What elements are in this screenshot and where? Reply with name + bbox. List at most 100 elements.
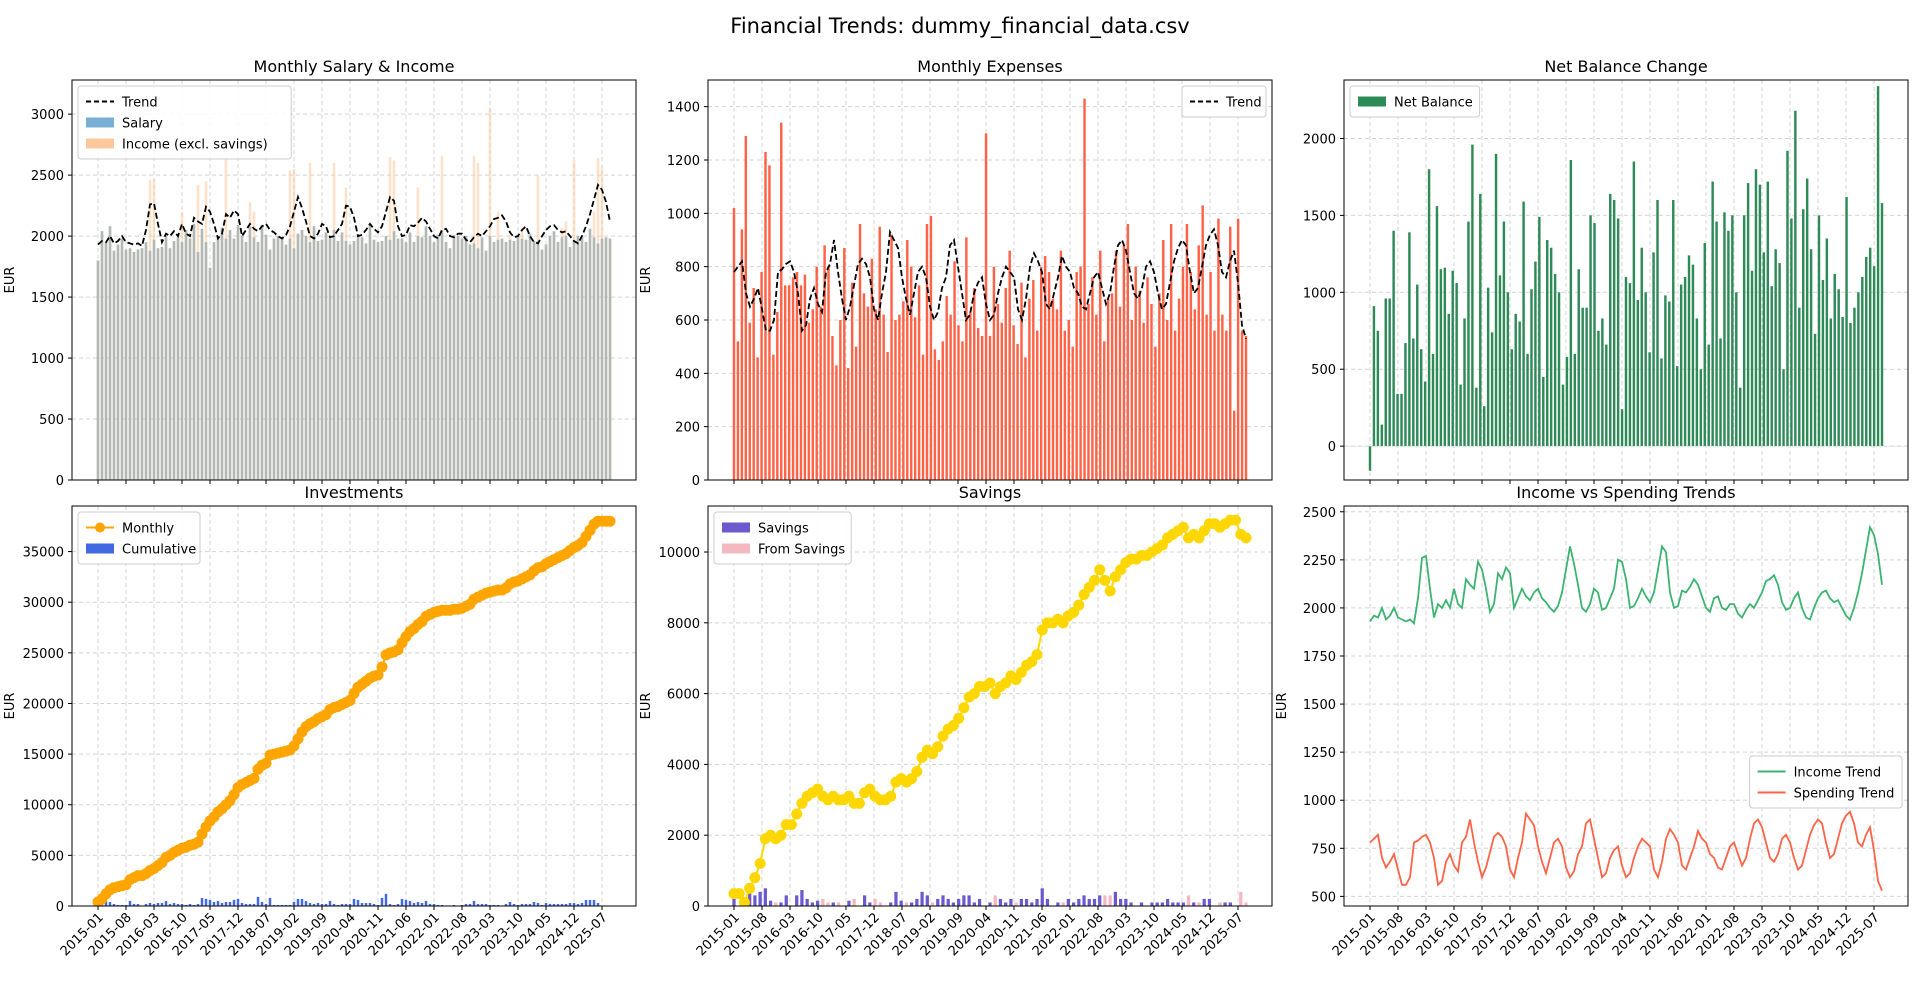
bar [1039,266,1043,480]
bar [811,309,814,480]
bar [400,898,404,906]
chart-title: Savings [959,483,1022,502]
bar [484,250,488,480]
bar [268,249,272,480]
bar [1557,292,1561,447]
bar [368,223,372,480]
bar [1108,895,1112,906]
bar [941,341,944,480]
bar [280,237,284,480]
plot-area [728,514,1252,906]
bar [172,240,176,480]
legend: Income Trend Spending Trend [1749,755,1903,809]
bar [556,903,560,906]
bar [1861,276,1864,447]
bar [1809,249,1813,447]
y-tick-label: 4000 [667,758,700,773]
bar [1573,353,1577,447]
bar [1486,287,1490,447]
bar [532,240,536,480]
bar [1656,200,1659,447]
bar [805,898,809,906]
bar [1691,264,1695,447]
y-tick-label: 200 [675,421,700,436]
bar [116,904,120,906]
bar [204,898,208,906]
line-point [1177,521,1189,533]
bar [784,895,788,906]
y-tick-label: 500 [1311,363,1336,378]
bar [1118,306,1122,480]
bar [276,236,280,480]
bar [280,904,284,906]
bar [1228,902,1232,906]
bar [1723,212,1726,447]
bar [969,312,972,480]
line-point [1088,574,1100,586]
bar [584,242,588,480]
legend-box [1349,85,1481,118]
bar [580,237,584,480]
y-tick-label: 3000 [31,108,64,123]
bar [344,903,348,906]
y-tick-label: 750 [1311,842,1336,857]
bar [1154,346,1157,480]
bar [870,258,874,480]
bar [508,236,512,480]
bar [977,898,982,906]
bar [1549,247,1553,447]
bar [1177,298,1181,480]
bar [452,904,456,906]
y-tick-label: 35000 [23,546,64,561]
y-tick-label: 1000 [1303,794,1336,809]
bar [512,240,516,480]
bar [132,903,136,906]
y-tick-label: 6000 [667,688,700,703]
bar [1750,270,1754,447]
bar [819,306,822,480]
bar [993,895,997,906]
bar [508,901,512,906]
bar [941,895,945,906]
bar [324,903,328,906]
bar [1632,161,1636,447]
bar [1396,393,1399,447]
legend-swatch [722,522,750,533]
bar [260,225,264,480]
bar [1380,424,1384,447]
bar [1166,320,1169,480]
bar [776,312,779,480]
bar [1213,330,1216,480]
bar [906,240,909,480]
bar [116,244,120,480]
bar [1192,902,1196,906]
bar [1837,289,1840,447]
bar [1071,902,1076,906]
bar [556,242,560,480]
bar [312,903,316,906]
bar [348,244,352,480]
line-point [376,661,388,673]
bar [1514,313,1517,447]
bar [1561,384,1565,447]
bar [957,325,960,480]
bar [1092,898,1097,906]
bar [212,242,216,480]
bar [1439,269,1443,447]
line-point [911,765,923,777]
bar [1185,224,1189,480]
bar [196,903,200,906]
bar [128,900,132,906]
bar [1742,215,1746,447]
bar [544,244,548,480]
bar [998,898,1003,906]
bar [929,216,933,480]
axes-frame [707,505,1273,907]
bar [520,903,524,906]
bar [460,904,464,906]
chart-panel-4: 050001000015000200002500030000350002015-… [3,483,637,959]
bar [1181,902,1185,906]
bar [1110,293,1114,480]
bar [1636,300,1640,447]
